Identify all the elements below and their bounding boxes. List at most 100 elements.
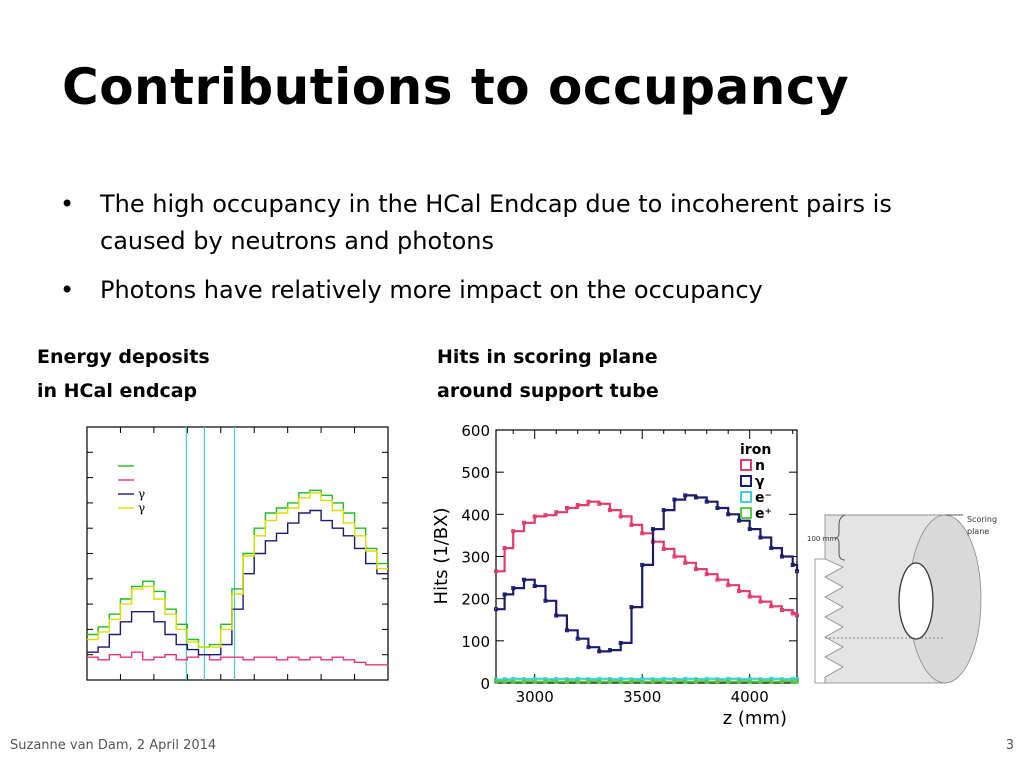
- bullet-list: • The high occupancy in the HCal Endcap d…: [60, 186, 940, 321]
- data-marker: [758, 599, 763, 604]
- data-marker: [511, 679, 516, 684]
- data-marker: [586, 679, 591, 684]
- data-marker: [629, 522, 634, 527]
- data-marker: [521, 679, 526, 684]
- data-marker: [502, 592, 507, 597]
- data-marker: [502, 546, 507, 551]
- scoring-plane-label: Scoring: [967, 515, 997, 524]
- data-marker: [704, 499, 709, 504]
- data-marker: [532, 584, 537, 589]
- bullet-text: The high occupancy in the HCal Endcap du…: [100, 190, 892, 255]
- y-tick-label: 100: [461, 633, 490, 651]
- bullet-item: • Photons have relatively more impact on …: [60, 272, 940, 309]
- chart-frame: [495, 429, 798, 684]
- data-marker: [769, 679, 774, 684]
- data-marker: [747, 594, 752, 599]
- series-line: [87, 489, 388, 648]
- slide-title: Contributions to occupancy: [62, 58, 850, 116]
- right-caption-line: around support tube: [437, 380, 659, 402]
- data-marker: [779, 679, 784, 684]
- data-marker: [597, 649, 602, 654]
- series-line: [87, 651, 388, 666]
- data-marker: [618, 640, 623, 645]
- data-marker: [607, 679, 612, 684]
- scoring-plane-hits-chart: 0 100 200 300 400 500 600 3000 3500 4000 ironnγe⁻…: [431, 422, 799, 729]
- series-line: [87, 492, 388, 648]
- data-marker: [790, 562, 795, 567]
- data-marker: [618, 514, 623, 519]
- data-marker: [543, 679, 548, 684]
- data-marker: [661, 546, 666, 551]
- data-marker: [661, 508, 666, 513]
- y-tick-label: 200: [461, 591, 490, 609]
- data-marker: [683, 560, 688, 565]
- data-marker: [554, 510, 559, 515]
- dimension-brace: [834, 514, 846, 561]
- y-tick-label: 0: [480, 675, 490, 693]
- left-caption-line: Energy deposits: [37, 346, 210, 368]
- legend-label: e⁻: [755, 490, 772, 506]
- data-marker: [715, 506, 720, 511]
- data-marker: [683, 679, 688, 684]
- data-marker: [532, 679, 537, 684]
- legend-label: n: [755, 458, 765, 474]
- data-marker: [758, 535, 763, 540]
- left-figure-caption: Energy deposits in HCal endcap: [37, 340, 210, 408]
- data-marker: [618, 679, 623, 684]
- data-marker: [640, 679, 645, 684]
- data-marker: [715, 577, 720, 582]
- data-marker: [790, 611, 795, 616]
- energy-deposit-chart: γγ: [86, 426, 389, 681]
- data-marker: [521, 577, 526, 582]
- data-marker: [661, 679, 666, 684]
- data-marker: [650, 527, 655, 532]
- bullet-dot: •: [60, 190, 75, 218]
- chart-series-group: [87, 489, 388, 666]
- data-marker: [607, 508, 612, 513]
- legend-swatch: [740, 491, 752, 503]
- data-marker: [575, 636, 580, 641]
- legend-swatch: [740, 459, 752, 471]
- data-marker: [629, 679, 634, 684]
- tube-cut-edge: [814, 558, 844, 684]
- y-axis-label: Hits (1/BX): [431, 508, 452, 605]
- bullet-item: • The high occupancy in the HCal Endcap d…: [60, 186, 940, 260]
- y-tick-label: 500: [461, 464, 490, 482]
- data-marker: [511, 586, 516, 591]
- page-number: 3: [1005, 738, 1014, 753]
- data-marker: [726, 583, 731, 588]
- data-marker: [795, 613, 799, 618]
- data-marker: [521, 520, 526, 525]
- left-caption-line: in HCal endcap: [37, 380, 198, 402]
- data-marker: [494, 679, 498, 684]
- right-figure-caption: Hits in scoring plane around support tub…: [437, 340, 659, 408]
- data-marker: [597, 679, 602, 684]
- data-marker: [715, 679, 720, 684]
- data-marker: [575, 503, 580, 508]
- data-marker: [586, 645, 591, 650]
- data-marker: [704, 679, 709, 684]
- data-marker: [672, 497, 677, 502]
- legend-label: γ: [138, 501, 145, 515]
- data-marker: [650, 679, 655, 684]
- data-marker: [543, 598, 548, 603]
- data-marker: [640, 562, 645, 567]
- legend-swatch: [740, 475, 752, 487]
- chart-frame: [86, 426, 389, 681]
- data-marker: [693, 495, 698, 500]
- tube-inner-bore: [898, 562, 934, 640]
- data-marker: [564, 628, 569, 633]
- footer-author-date: Suzanne van Dam, 2 April 2014: [10, 738, 217, 753]
- data-marker: [586, 499, 591, 504]
- dimension-label: 100 mm: [807, 535, 836, 543]
- data-marker: [597, 501, 602, 506]
- data-marker: [575, 679, 580, 684]
- data-marker: [564, 506, 569, 511]
- y-tick-label: 600: [461, 422, 490, 440]
- chart-legend: γγ: [118, 465, 145, 515]
- chart-series-group: [494, 493, 799, 684]
- data-marker: [747, 527, 752, 532]
- data-marker: [747, 679, 752, 684]
- data-marker: [672, 679, 677, 684]
